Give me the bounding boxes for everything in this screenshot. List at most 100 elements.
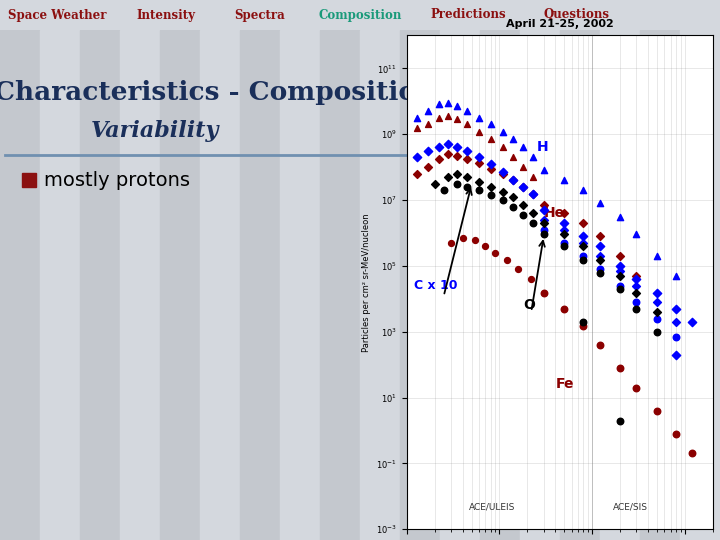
Point (498, 127, 509, 136)
Text: Space Weather: Space Weather (9, 9, 107, 22)
Point (443, 112, 454, 120)
Text: C x 10: C x 10 (414, 279, 458, 292)
Point (614, 267, 626, 275)
Point (433, 143, 444, 152)
Point (670, 272, 682, 280)
Point (614, 272, 626, 280)
Text: Variability: Variability (91, 120, 219, 142)
Point (518, 163, 529, 171)
Point (614, 281, 626, 290)
Title: April 21-25, 2002: April 21-25, 2002 (506, 19, 613, 29)
Point (594, 242, 606, 251)
Point (518, 183, 529, 191)
Bar (280, 30, 320, 540)
Bar (440, 30, 480, 540)
Point (538, 166, 549, 174)
Point (651, 314, 662, 323)
Point (451, 170, 463, 179)
Text: He: He (544, 206, 565, 220)
Point (508, 203, 519, 212)
Point (577, 239, 589, 247)
Point (538, 230, 549, 239)
Point (508, 176, 519, 185)
Point (577, 252, 589, 260)
Bar (40, 30, 80, 540)
Point (443, 98, 454, 107)
Point (473, 153, 485, 161)
Bar (80, 30, 120, 540)
Point (670, 350, 682, 359)
Point (559, 176, 570, 185)
Point (508, 176, 519, 185)
Point (518, 143, 529, 152)
Point (670, 429, 682, 438)
Point (485, 191, 496, 199)
Point (451, 115, 463, 124)
Point (651, 406, 662, 415)
Point (443, 150, 454, 158)
Point (559, 230, 570, 239)
Point (513, 265, 524, 273)
Bar (480, 30, 520, 540)
Point (577, 242, 589, 251)
Point (670, 305, 682, 313)
Point (631, 230, 642, 239)
Bar (320, 30, 360, 540)
Point (451, 102, 463, 111)
Point (498, 187, 509, 196)
Point (443, 140, 454, 149)
Text: H: H (536, 140, 548, 154)
Point (559, 239, 570, 247)
Point (498, 170, 509, 179)
Point (559, 219, 570, 227)
Point (651, 327, 662, 336)
Point (462, 154, 473, 163)
Point (670, 318, 682, 326)
Point (498, 195, 509, 204)
Point (485, 183, 496, 191)
Bar (120, 30, 160, 540)
Point (473, 186, 485, 194)
Point (508, 135, 519, 144)
Point (538, 201, 549, 210)
Point (614, 261, 626, 270)
Point (490, 248, 501, 257)
Point (443, 173, 454, 181)
Point (469, 236, 481, 245)
Point (631, 305, 642, 313)
Point (457, 234, 469, 242)
Point (412, 153, 423, 161)
Text: Intensity: Intensity (136, 9, 195, 22)
Point (462, 120, 473, 129)
Point (429, 180, 441, 188)
Y-axis label: Particles per cm² sr-MeV/nucleon: Particles per cm² sr-MeV/nucleon (361, 213, 371, 352)
Point (538, 215, 549, 224)
Point (577, 232, 589, 240)
Point (433, 100, 444, 109)
Point (631, 272, 642, 280)
Point (631, 383, 642, 392)
Point (480, 242, 491, 251)
Point (508, 193, 519, 202)
Point (485, 120, 496, 129)
Point (473, 127, 485, 136)
Point (631, 275, 642, 284)
Point (423, 120, 434, 129)
Bar (200, 30, 240, 540)
Point (614, 252, 626, 260)
Bar (0, 30, 40, 540)
Point (538, 226, 549, 235)
Point (485, 164, 496, 173)
Point (594, 256, 606, 265)
Text: Characteristics - Composition: Characteristics - Composition (0, 80, 436, 105)
Point (594, 232, 606, 240)
Point (594, 340, 606, 349)
Point (559, 226, 570, 235)
Text: mostly protons: mostly protons (44, 171, 190, 190)
Text: Questions: Questions (543, 9, 609, 22)
Point (473, 159, 485, 167)
Point (538, 219, 549, 227)
Point (462, 183, 473, 191)
Text: Fe: Fe (555, 376, 574, 390)
Point (651, 252, 662, 260)
